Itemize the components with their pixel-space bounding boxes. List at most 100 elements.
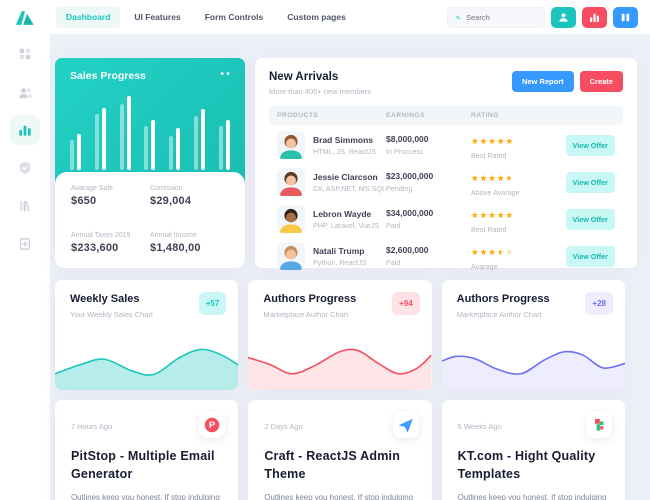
chart-badge: +57 [198,292,227,315]
product-name[interactable]: Lebron Wayde [313,208,372,219]
chart-title: Authors Progress [456,293,550,305]
user-button[interactable] [551,6,576,28]
rating-stars: ★★★★★★★★★★ [470,135,515,146]
main-nav: Dashboard UI Features Form Controls Cust… [56,6,356,28]
product-skills: Python, ReactJS [313,257,367,267]
chart-badge: +94 [392,292,420,315]
chart-subtitle: Marketplace Author Chart [456,310,542,319]
authors-progress-card-1: Authors Progress Marketplace Author Char… [248,280,432,390]
bar-group [169,90,181,170]
rating-label: Avarage [470,261,498,271]
avatar [277,205,305,233]
file-plus-icon [19,238,31,250]
table-row: Brad Simmons HTML, JS, ReactJS $8,000,00… [269,128,623,162]
product-name[interactable]: Natali Trump [313,245,365,256]
stat-annual-income: Annual Income $1,480,00 [150,232,201,254]
card-menu-icon[interactable]: •• [220,68,232,80]
sidebar-item-users[interactable] [10,77,40,107]
sidebar-item-dashboard[interactable] [10,39,40,69]
avatar [277,168,305,196]
stat-annual-taxes: Annual Taxes 2019 $233,600 [71,232,131,254]
sales-progress-title: Sales Progress [70,70,146,82]
content: Sales Progress •• Avarage Sale $650 Comi… [55,34,637,500]
stats-button[interactable] [582,6,607,28]
area-chart [441,332,625,390]
earnings-value: $8,000,000 [385,134,429,144]
sales-progress-card: Sales Progress •• Avarage Sale $650 Comi… [55,58,245,268]
sidebar-item-new-file[interactable] [10,229,40,259]
avatar [277,242,305,270]
chart-subtitle: Your Weekly Sales Chart [70,310,153,319]
view-offer-button[interactable]: View Offer [565,245,615,267]
product-name[interactable]: Jessie Clarcson [313,171,378,182]
new-arrivals-card: New Arrivals More than 400+ new members … [255,58,637,271]
search-input[interactable] [466,12,536,22]
table-row: Jessie Clarcson C#, ASP.NET, MS SQL $23,… [269,165,623,199]
new-arrivals-subtitle: More than 400+ new members [269,87,371,96]
chart-subtitle: Marketplace Author Chart [263,310,349,319]
article-title[interactable]: Craft - ReactJS Admin Theme [264,449,401,481]
earnings-status: Paid [385,258,401,267]
avatar [277,131,305,159]
table-row: Lebron Wayde PHP, Laravel, VueJS $34,000… [269,202,623,236]
weekly-sales-card: Weekly Sales Your Weekly Sales Chart +57 [55,280,239,390]
create-button[interactable]: Create [579,71,623,92]
svg-text:P: P [209,420,215,431]
product-name[interactable]: Brad Simmons [313,134,373,145]
nav-dashboard[interactable]: Dashboard [56,6,121,28]
view-offer-button[interactable]: View Offer [565,134,615,156]
rating-stars: ★★★★★★★★★★ [470,172,515,183]
users-icon [18,87,32,98]
table-row: Natali Trump Python, ReactJS $2,600,000 … [269,239,623,273]
new-report-button[interactable]: New Report [511,71,574,92]
bar-group [144,90,156,170]
table-header: PRODUCTS EARNINGS RATING [269,106,623,125]
view-offer-button[interactable]: View Offer [565,208,615,230]
chart-badge: +28 [585,292,613,315]
logo-icon [15,10,34,25]
sidebar [0,34,50,500]
panels-button[interactable] [613,6,638,28]
rating-stars: ★★★★★★★★★★ [470,209,515,220]
article-card-pitstop[interactable]: 7 Hours Ago P PitStop - Multiple Email G… [55,400,239,500]
bar-group [218,90,230,170]
sidebar-item-charts[interactable] [10,115,40,145]
bar-group [70,90,81,170]
earnings-value: $2,600,000 [385,245,429,255]
nav-form-controls[interactable]: Form Controls [204,12,264,22]
sales-stats-panel: Avarage Sale $650 Comission $29,004 Annu… [55,172,245,268]
area-chart [248,332,432,390]
area-chart [55,332,239,390]
bar-group [119,90,131,170]
rating-label: Best Rated [470,224,507,234]
article-card-craft[interactable]: 2 Days Ago Craft - ReactJS Admin Theme O… [248,400,432,500]
article-card-ktcom[interactable]: 5 Weeks Ago KT.com - Hight Quality Templ… [441,400,625,500]
bar-chart-icon [590,13,599,22]
rating-stars: ★★★★★★★★★★ [470,246,515,257]
earnings-status: Pending [385,184,413,193]
article-title[interactable]: KT.com - Hight Quality Templates [457,449,596,481]
bar-group [194,90,206,170]
article-time: 5 Weeks Ago [457,422,502,431]
sales-bars [70,90,230,170]
stat-comission: Comission $29,004 [150,185,192,207]
nav-custom-pages[interactable]: Custom pages [287,12,346,22]
earnings-value: $23,000,000 [385,171,434,181]
pitstop-logo-icon: P [199,412,226,438]
search-box[interactable] [447,6,545,28]
article-body: Outlines keep you honest. If stop indulg… [264,493,414,500]
sidebar-item-library[interactable] [10,191,40,221]
top-bar: Dashboard UI Features Form Controls Cust… [0,0,650,34]
article-body: Outlines keep you honest. If stop indulg… [71,493,220,500]
article-body: Outlines keep you honest. If stop indulg… [457,493,607,500]
app-logo[interactable] [0,9,50,26]
view-offer-button[interactable]: View Offer [565,171,615,193]
shield-icon [19,162,31,174]
user-icon [559,12,568,22]
chart-title: Weekly Sales [70,293,140,305]
color-blocks-icon [585,412,612,438]
nav-ui-features[interactable]: UI Features [134,12,181,22]
grid-icon [19,48,31,60]
sidebar-item-security[interactable] [10,153,40,183]
article-title[interactable]: PitStop - Multiple Email Generator [71,449,215,481]
